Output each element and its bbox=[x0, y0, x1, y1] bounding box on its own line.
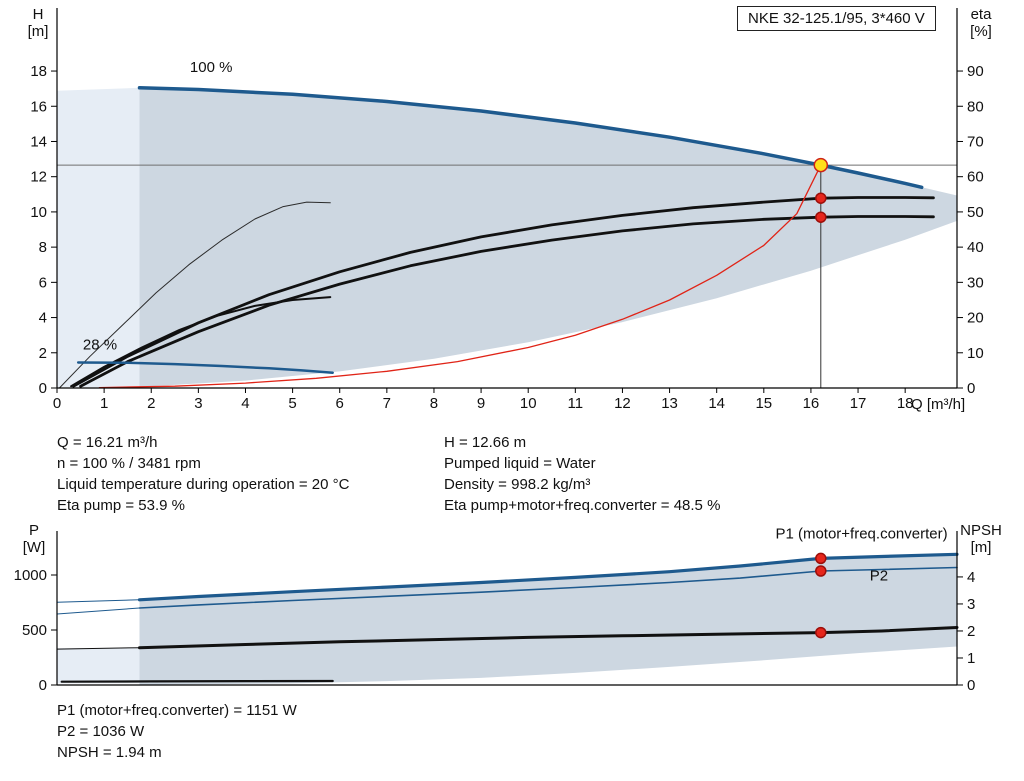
info-eta-total: Eta pump+motor+freq.converter = 48.5 % bbox=[444, 497, 721, 514]
operating-range-envelope bbox=[139, 87, 957, 387]
y-left-tick-label: 1000 bbox=[14, 567, 47, 584]
x-tick-label: 16 bbox=[803, 395, 820, 412]
p2-marker bbox=[815, 565, 827, 577]
x-tick-label: 6 bbox=[336, 395, 344, 412]
info-p2: P2 = 1036 W bbox=[57, 723, 145, 740]
p1-extension-thin bbox=[56, 599, 140, 603]
y-left-tick-label: 14 bbox=[30, 133, 47, 150]
eta-pump-curve bbox=[72, 196, 935, 388]
y-left-tick-label: 0 bbox=[39, 677, 47, 694]
y-right-tick-label: 40 bbox=[967, 239, 984, 256]
eta-axis-label: eta [%] bbox=[970, 6, 992, 40]
label-100pct: 100 % bbox=[190, 59, 233, 76]
y-left-tick-label: 10 bbox=[30, 204, 47, 221]
y-left-tick-label: 12 bbox=[30, 169, 47, 186]
y-left-tick-label: 4 bbox=[39, 310, 47, 327]
info-density: Density = 998.2 kg/m³ bbox=[444, 476, 591, 493]
x-tick-label: 8 bbox=[430, 395, 438, 412]
npsh-extension-thin bbox=[56, 647, 140, 650]
duty-point-marker bbox=[813, 157, 829, 173]
x-tick-label: 14 bbox=[708, 395, 725, 412]
x-tick-label: 10 bbox=[520, 395, 537, 412]
x-tick-label: 3 bbox=[194, 395, 202, 412]
y-right-tick-label: 20 bbox=[967, 310, 984, 327]
power-range-light bbox=[57, 648, 140, 684]
x-tick-label: 4 bbox=[241, 395, 249, 412]
info-p1: P1 (motor+freq.converter) = 1151 W bbox=[57, 702, 297, 719]
x-tick-label: 18 bbox=[897, 395, 914, 412]
x-tick-label: 12 bbox=[614, 395, 631, 412]
x-tick-label: 2 bbox=[147, 395, 155, 412]
eta-total-marker bbox=[815, 211, 827, 223]
power-info-block: P1 (motor+freq.converter) = 1151 W P2 = … bbox=[57, 700, 297, 763]
x-tick-label: 15 bbox=[755, 395, 772, 412]
y-left-tick-label: 2 bbox=[39, 345, 47, 362]
y-left-tick-label: 500 bbox=[22, 622, 47, 639]
y-left-tick-label: 18 bbox=[30, 63, 47, 80]
y-right-tick-label: 0 bbox=[967, 380, 975, 397]
x-tick-label: 0 bbox=[53, 395, 61, 412]
p1-marker bbox=[815, 552, 827, 565]
eta-curve-reduced-speed-thin bbox=[58, 201, 331, 389]
y-left-tick-label: 16 bbox=[30, 98, 47, 115]
y-left-tick-label: 8 bbox=[39, 239, 47, 256]
q-axis-unit-label: Q [m³/h] bbox=[911, 396, 966, 413]
power-range-envelope bbox=[139, 554, 957, 685]
label-p1: P1 (motor+freq.converter) bbox=[775, 526, 947, 543]
info-head: H = 12.66 m bbox=[444, 434, 527, 451]
y-right-tick-label: 4 bbox=[967, 569, 975, 586]
y-right-tick-label: 80 bbox=[967, 98, 984, 115]
y-right-tick-label: 3 bbox=[967, 596, 975, 613]
npsh-curve bbox=[138, 626, 959, 650]
affinity-curve-red bbox=[98, 164, 822, 389]
info-temperature: Liquid temperature during operation = 20… bbox=[57, 476, 350, 493]
x-tick-label: 17 bbox=[850, 395, 867, 412]
x-tick-label: 9 bbox=[477, 395, 485, 412]
eta-pump-motor-curve bbox=[79, 215, 935, 388]
y-right-tick-label: 70 bbox=[967, 133, 984, 150]
y-right-tick-label: 2 bbox=[967, 623, 975, 640]
y-right-tick-label: 0 bbox=[967, 677, 975, 694]
y-right-tick-label: 10 bbox=[967, 345, 984, 362]
y-left-tick-label: 0 bbox=[39, 380, 47, 397]
x-tick-label: 5 bbox=[288, 395, 296, 412]
operating-range-light bbox=[57, 87, 140, 388]
label-p2: P2 bbox=[870, 568, 888, 585]
info-flow: Q = 16.21 m³/h bbox=[57, 434, 158, 451]
p2-extension-thin bbox=[56, 607, 140, 615]
npsh-marker bbox=[815, 626, 827, 639]
p2-curve bbox=[138, 566, 958, 609]
x-tick-label: 13 bbox=[661, 395, 678, 412]
y-right-tick-label: 90 bbox=[967, 63, 984, 80]
label-28pct: 28 % bbox=[83, 336, 117, 353]
duty-info-right-column: H = 12.66 m Pumped liquid = Water Densit… bbox=[444, 432, 720, 516]
info-npsh: NPSH = 1.94 m bbox=[57, 744, 162, 761]
power-curve-28pct bbox=[60, 679, 334, 683]
info-speed: n = 100 % / 3481 rpm bbox=[57, 455, 201, 472]
npsh-axis-label: NPSH [m] bbox=[960, 522, 1002, 556]
duty-info-left-column: Q = 16.21 m³/h n = 100 % / 3481 rpm Liqu… bbox=[57, 432, 349, 516]
pump-type-box: NKE 32-125.1/95, 3*460 V bbox=[737, 6, 936, 31]
y-right-tick-label: 1 bbox=[967, 650, 975, 667]
y-left-tick-label: 6 bbox=[39, 274, 47, 291]
p-axis-label: P [W] bbox=[22, 522, 46, 556]
x-tick-label: 7 bbox=[383, 395, 391, 412]
y-right-tick-label: 60 bbox=[967, 169, 984, 186]
eta-pump-marker bbox=[815, 192, 827, 204]
x-tick-label: 11 bbox=[568, 395, 584, 412]
pump-curve-100pct bbox=[137, 86, 924, 190]
info-eta-pump: Eta pump = 53.9 % bbox=[57, 497, 185, 514]
p1-curve bbox=[137, 552, 959, 602]
h-axis-label: H [m] bbox=[27, 6, 49, 40]
pump-curve-28pct bbox=[76, 361, 334, 374]
info-liquid: Pumped liquid = Water bbox=[444, 455, 596, 472]
x-tick-label: 1 bbox=[100, 395, 108, 412]
y-right-tick-label: 50 bbox=[967, 204, 984, 221]
y-right-tick-label: 30 bbox=[967, 274, 984, 291]
